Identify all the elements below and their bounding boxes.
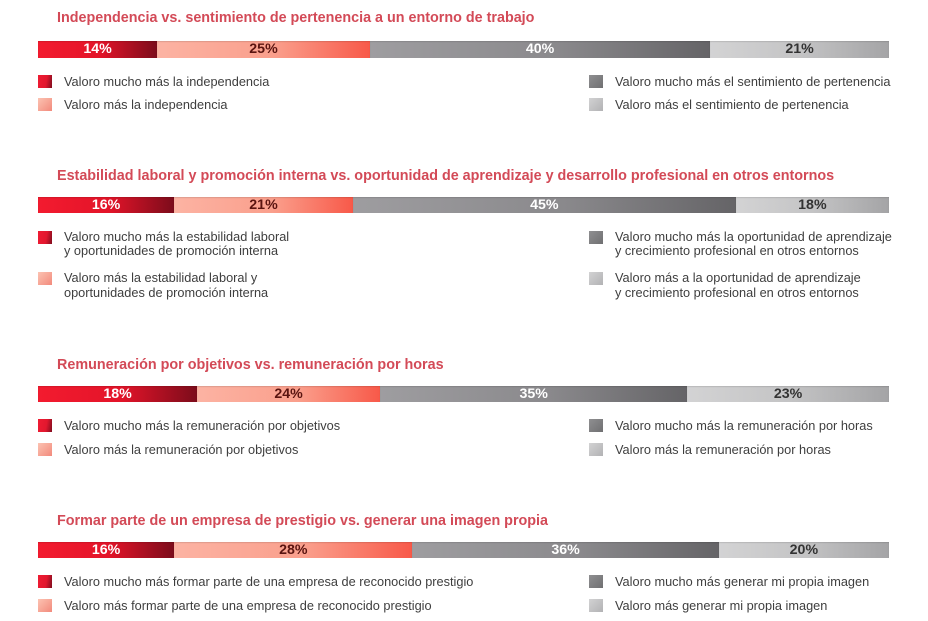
legend-left: Valoro mucho más la estabilidad laboral …	[38, 229, 290, 300]
segment-value-label: 16%	[91, 196, 121, 213]
segment-value-label: 35%	[519, 385, 548, 402]
segment-value-label: 16%	[91, 541, 121, 558]
legend-swatch-red-dark	[38, 75, 52, 88]
segment-value-label: 23%	[773, 385, 803, 402]
legend-swatch-salmon	[38, 599, 52, 612]
legend-left: Valoro mucho más formar parte de una emp…	[38, 575, 473, 612]
segment-value-label: 20%	[789, 541, 819, 558]
legend-right: Valoro mucho más generar mi propia image…	[589, 575, 869, 612]
legend-item: Valoro mucho más la independencia	[38, 75, 269, 88]
legend-label: Valoro mucho más la remuneración por obj…	[64, 418, 341, 433]
bar-segment-mas-izq: 25%	[157, 41, 370, 58]
legend-swatch-salmon	[38, 98, 52, 111]
legend-swatch-salmon	[38, 272, 52, 286]
segment-value-label: 40%	[525, 41, 555, 58]
legend-label: Valoro más la independencia	[64, 97, 228, 112]
legend-item: Valoro más generar mi propia imagen	[589, 599, 869, 612]
bar-segment-mucho-mas-der: 40%	[369, 41, 711, 58]
segment-value-label: 18%	[798, 196, 827, 213]
legend-item: Valoro más el sentimiento de pertenencia	[589, 98, 890, 111]
bar-segment-mucho-mas-der: 45%	[352, 196, 736, 213]
legend-label: Valoro más generar mi propia imagen	[615, 598, 828, 613]
stacked-bar: 16% 21% 45% 18%	[38, 197, 889, 213]
legend-label: Valoro más la estabilidad laboral y opor…	[64, 270, 269, 300]
legend-label: Valoro mucho más formar parte de una emp…	[64, 574, 474, 589]
bar-segment-mucho-mas-izq: 14%	[38, 41, 158, 58]
legend-right: Valoro mucho más la oportunidad de apren…	[589, 229, 892, 300]
bar-segment-mucho-mas-der: 35%	[380, 385, 688, 402]
legend-label: Valoro más formar parte de una empresa d…	[64, 598, 432, 613]
legend-item: Valoro mucho más generar mi propia image…	[589, 575, 869, 588]
segment-value-label: 28%	[279, 541, 308, 558]
legend-label: Valoro más a la oportunidad de aprendiza…	[615, 270, 861, 300]
stacked-bar: 16% 28% 36% 20%	[38, 542, 889, 558]
section-title: Remuneración por objetivos vs. remunerac…	[57, 357, 444, 373]
segment-value-label: 36%	[551, 541, 580, 558]
bar-segment-mas-der: 23%	[687, 386, 889, 402]
section-title: Independencia vs. sentimiento de pertene…	[57, 10, 535, 26]
legend-item: Valoro más la remuneración por horas	[589, 443, 873, 456]
legend-right: Valoro mucho más el sentimiento de perte…	[589, 75, 890, 111]
bar-segment-mas-der: 18%	[735, 196, 889, 213]
segment-value-label: 45%	[530, 196, 559, 213]
bar-segment-mucho-mas-izq: 16%	[38, 541, 175, 558]
legend-label: Valoro mucho más la oportunidad de apren…	[615, 229, 892, 259]
bar-segment-mucho-mas-izq: 18%	[38, 385, 198, 402]
legend-label: Valoro mucho más la remuneración por hor…	[615, 418, 873, 433]
legend-label: Valoro mucho más generar mi propia image…	[615, 574, 870, 589]
legend-label: Valoro más el sentimiento de pertenencia	[615, 97, 849, 112]
legend-label: Valoro más la remuneración por objetivos	[64, 442, 299, 457]
bar-segment-mas-izq: 24%	[197, 385, 381, 402]
legend-label: Valoro mucho más la independencia	[64, 74, 270, 89]
legend-swatch-gray-light	[589, 599, 603, 612]
segment-value-label: 21%	[249, 196, 278, 213]
legend-swatch-gray-light	[589, 443, 603, 456]
legend-label: Valoro mucho más el sentimiento de perte…	[615, 74, 891, 89]
legend-item: Valoro más la remuneración por objetivos	[38, 443, 340, 456]
stacked-bar: 14% 25% 40% 21%	[38, 41, 889, 58]
legend-item: Valoro mucho más la remuneración por obj…	[38, 419, 340, 432]
legend-item: Valoro más a la oportunidad de aprendiza…	[589, 270, 892, 300]
legend-item: Valoro mucho más formar parte de una emp…	[38, 575, 473, 588]
bar-segment-mas-izq: 28%	[174, 541, 413, 558]
legend-item: Valoro mucho más la remuneración por hor…	[589, 419, 873, 432]
legend-swatch-red-dark	[38, 231, 52, 244]
bar-segment-mas-der: 21%	[710, 41, 889, 58]
bar-segment-mucho-mas-der: 36%	[412, 541, 719, 558]
bar-segment-mucho-mas-izq: 16%	[38, 196, 175, 213]
legend-swatch-gray-light	[589, 98, 603, 111]
legend-item: Valoro mucho más el sentimiento de perte…	[589, 75, 890, 88]
bar-segment-mas-der: 20%	[718, 541, 889, 558]
segment-value-label: 21%	[785, 41, 814, 58]
segment-value-label: 14%	[83, 41, 112, 58]
legend-item: Valoro mucho más la estabilidad laboral …	[38, 229, 290, 259]
legend-swatch-red-dark	[38, 419, 52, 432]
legend-left: Valoro mucho más la independencia Valoro…	[38, 75, 269, 111]
stacked-bar: 18% 24% 35% 23%	[38, 386, 889, 402]
bar-segment-mas-izq: 21%	[174, 197, 353, 213]
legend-swatch-gray-dark	[589, 75, 603, 88]
segment-value-label: 25%	[249, 41, 278, 58]
section-title: Formar parte de un empresa de prestigio …	[57, 513, 549, 529]
segment-value-label: 18%	[103, 385, 132, 402]
legend-item: Valoro más la independencia	[38, 98, 269, 111]
legend-swatch-gray-light	[589, 272, 603, 286]
legend-swatch-salmon	[38, 443, 52, 456]
legend-item: Valoro mucho más la oportunidad de apren…	[589, 229, 892, 259]
legend-right: Valoro mucho más la remuneración por hor…	[589, 419, 873, 456]
section-title: Estabilidad laboral y promoción interna …	[57, 168, 835, 184]
legend-label: Valoro mucho más la estabilidad laboral …	[64, 229, 290, 259]
legend-swatch-gray-dark	[589, 419, 603, 432]
legend-item: Valoro más formar parte de una empresa d…	[38, 599, 473, 612]
legend-swatch-gray-dark	[589, 575, 603, 588]
legend-left: Valoro mucho más la remuneración por obj…	[38, 419, 340, 456]
legend-label: Valoro más la remuneración por horas	[615, 442, 831, 457]
legend-swatch-red-dark	[38, 575, 52, 588]
legend-swatch-gray-dark	[589, 231, 603, 244]
segment-value-label: 24%	[274, 385, 303, 402]
legend-item: Valoro más la estabilidad laboral y opor…	[38, 270, 289, 300]
